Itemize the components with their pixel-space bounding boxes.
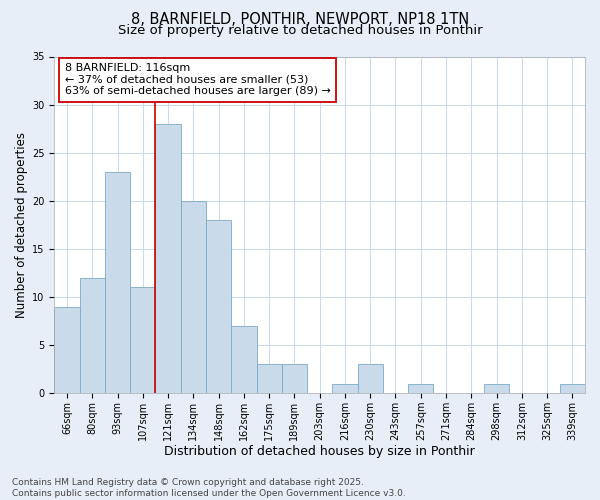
Bar [484,384,509,393]
Bar [332,384,358,393]
Bar [358,364,383,393]
Bar [282,364,307,393]
Bar [55,306,80,393]
Text: 8, BARNFIELD, PONTHIR, NEWPORT, NP18 1TN: 8, BARNFIELD, PONTHIR, NEWPORT, NP18 1TN [131,12,469,28]
Bar [105,172,130,393]
Y-axis label: Number of detached properties: Number of detached properties [15,132,28,318]
Text: Contains HM Land Registry data © Crown copyright and database right 2025.
Contai: Contains HM Land Registry data © Crown c… [12,478,406,498]
Text: Size of property relative to detached houses in Ponthir: Size of property relative to detached ho… [118,24,482,37]
Bar [130,288,155,393]
Bar [560,384,585,393]
X-axis label: Distribution of detached houses by size in Ponthir: Distribution of detached houses by size … [164,444,475,458]
Bar [257,364,282,393]
Bar [181,201,206,393]
Bar [80,278,105,393]
Bar [408,384,433,393]
Bar [231,326,257,393]
Text: 8 BARNFIELD: 116sqm
← 37% of detached houses are smaller (53)
63% of semi-detach: 8 BARNFIELD: 116sqm ← 37% of detached ho… [65,63,331,96]
Bar [155,124,181,393]
Bar [206,220,231,393]
